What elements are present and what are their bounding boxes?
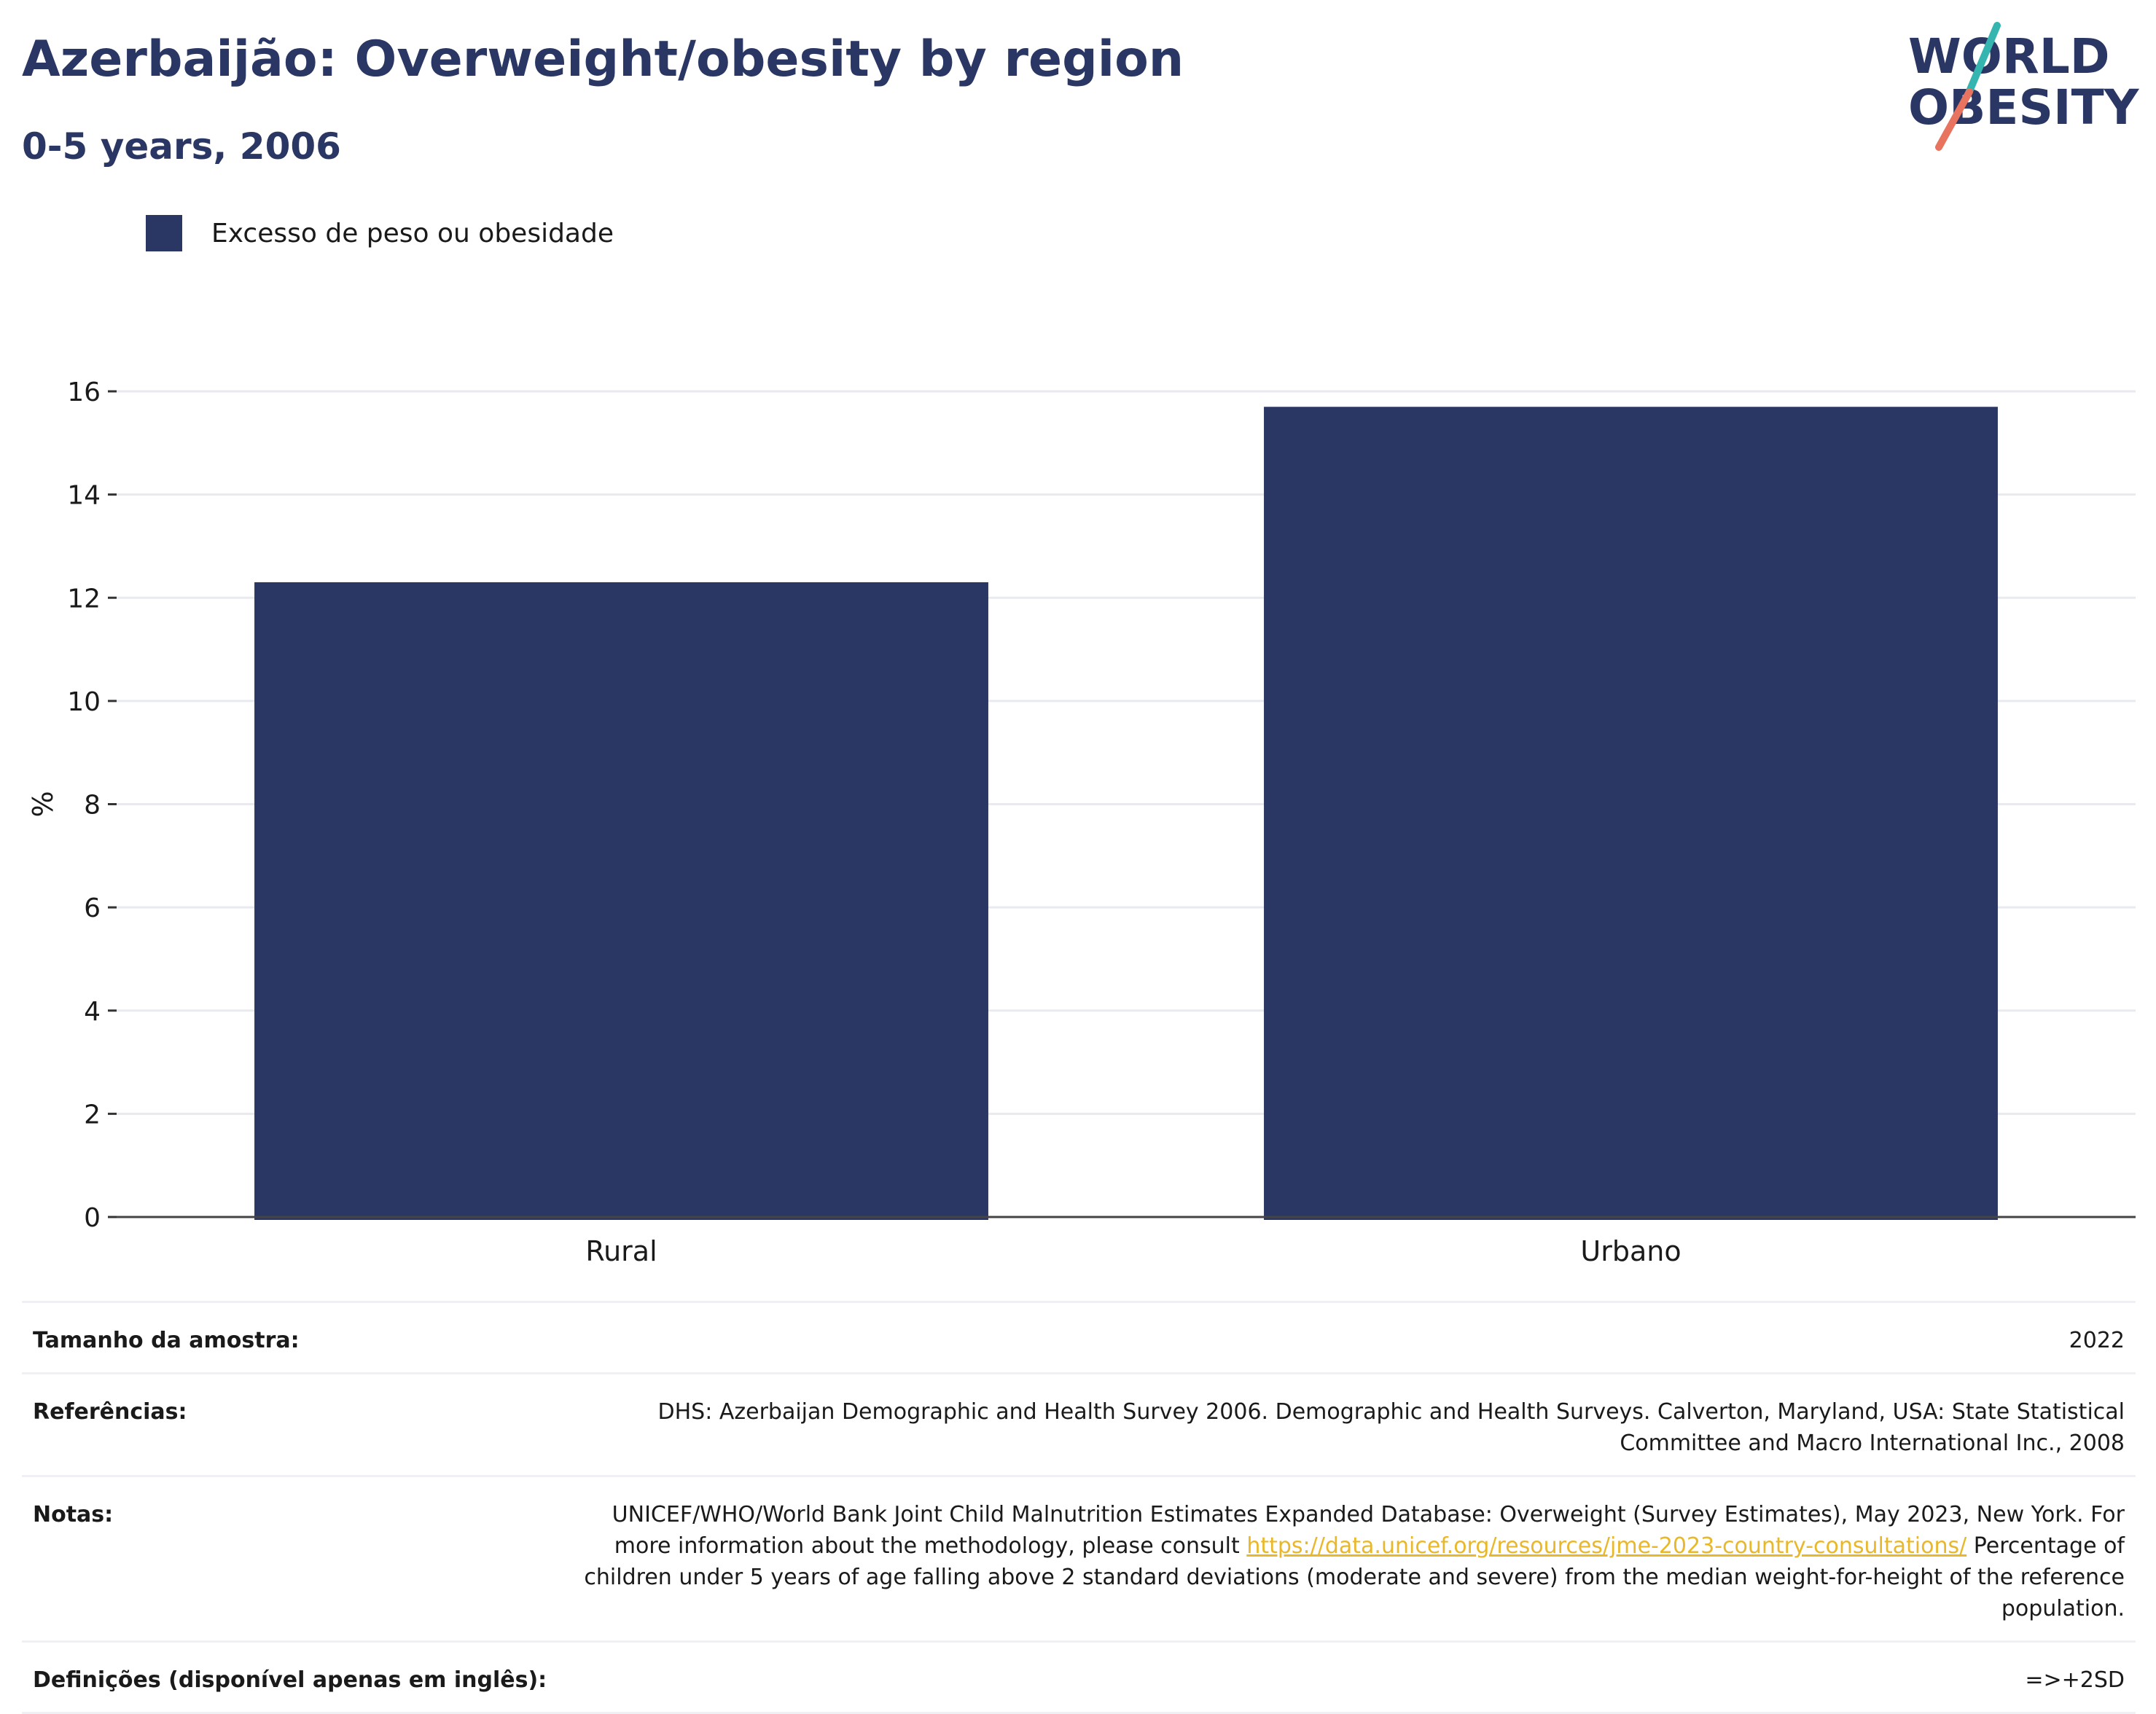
notes-text-part1: UNICEF/WHO/World Bank Joint Child Malnut… [612, 1502, 2125, 1559]
info-row-references: Referências: DHS: Azerbaijan Demographic… [22, 1374, 2136, 1477]
y-tick-label: 12 [67, 584, 101, 614]
references-label: Referências: [33, 1399, 187, 1425]
x-tick-label: Rural [585, 1235, 657, 1267]
definitions-value: =>+2SD [2025, 1667, 2125, 1693]
y-tick-label: 16 [67, 377, 101, 407]
sample-value: 2022 [2069, 1328, 2125, 1353]
info-row-definitions: Definições (disponível apenas em inglês)… [22, 1643, 2136, 1714]
references-value: DHS: Azerbaijan Demographic and Health S… [657, 1399, 2125, 1456]
y-tick-label: 6 [84, 893, 101, 923]
logo-slash-teal [1964, 22, 2001, 98]
notes-text-part2: Percentage of children under 5 years of … [584, 1533, 2125, 1621]
y-tick-label: 2 [84, 1100, 101, 1130]
logo-word-world: WORLD [1908, 28, 2110, 85]
bar-chart: 0 2 4 6 8 10 12 14 16% Rural Urbano [27, 377, 2136, 1267]
legend-swatch [146, 215, 182, 251]
y-tick-label: 10 [67, 687, 101, 717]
info-row-notes: Notas: UNICEF/WHO/World Bank Joint Child… [22, 1477, 2136, 1643]
definitions-label: Definições (disponível apenas em inglês)… [33, 1667, 547, 1693]
bar-urbano [1264, 407, 1998, 1220]
notes-label: Notas: [33, 1502, 114, 1527]
legend-label: Excesso de peso ou obesidade [211, 218, 614, 249]
y-axis-label: % [27, 791, 59, 817]
y-tick-label: 14 [67, 481, 101, 511]
notes-value: UNICEF/WHO/World Bank Joint Child Malnut… [550, 1499, 2125, 1624]
chart-title: Azerbaijão: Overweight/obesity by region [22, 31, 1184, 88]
bar-rural [254, 582, 988, 1220]
logo-slash-coral [1935, 88, 1973, 151]
y-tick-label: 4 [84, 997, 101, 1027]
y-tick-label: 8 [84, 791, 101, 821]
info-row-sample: Tamanho da amostra: 2022 [22, 1303, 2136, 1374]
notes-link[interactable]: https://data.unicef.org/resources/jme-20… [1246, 1533, 1967, 1559]
sample-label: Tamanho da amostra: [33, 1328, 300, 1353]
chart-legend[interactable]: Excesso de peso ou obesidade [146, 215, 614, 251]
info-table: Tamanho da amostra: 2022 Referências: DH… [22, 1301, 2136, 1714]
world-obesity-logo: WORLD OBESITY [1908, 22, 2140, 151]
x-tick-label: Urbano [1580, 1235, 1681, 1267]
chart-subtitle: 0-5 years, 2006 [22, 125, 341, 168]
y-tick-label: 0 [84, 1203, 101, 1233]
